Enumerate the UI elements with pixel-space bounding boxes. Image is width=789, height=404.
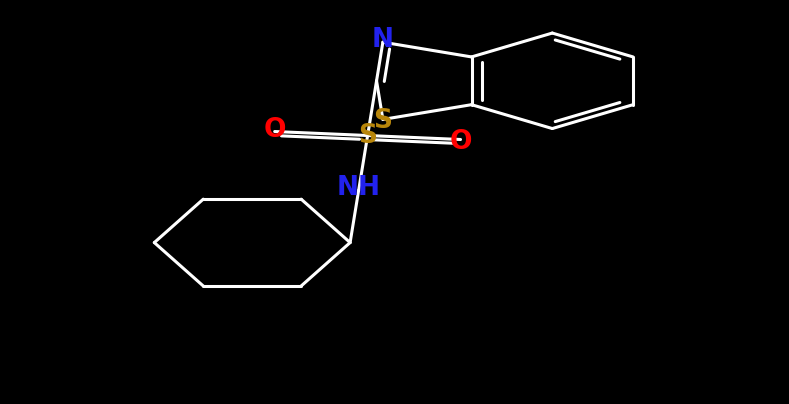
Text: O: O <box>264 116 286 143</box>
Text: S: S <box>373 108 392 135</box>
Text: S: S <box>358 122 377 149</box>
Text: O: O <box>449 128 472 154</box>
Text: N: N <box>372 27 394 53</box>
Text: NH: NH <box>337 175 380 201</box>
